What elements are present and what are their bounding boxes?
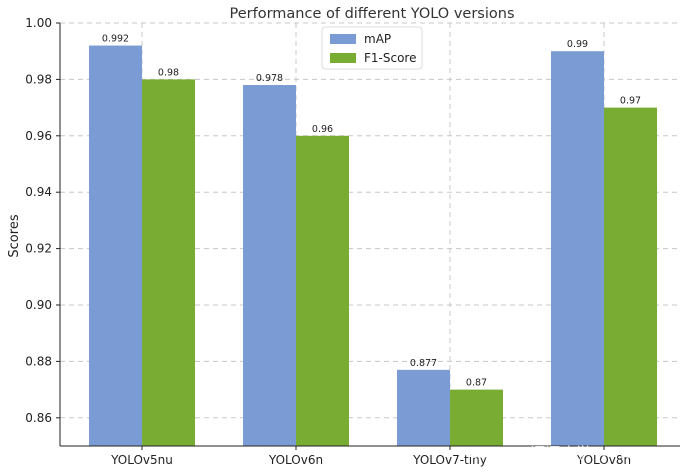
x-tick-label: YOLOv5nu xyxy=(110,453,173,467)
chart-title: Performance of different YOLO versions xyxy=(230,6,515,22)
x-tick-label: YOLOv8n xyxy=(576,453,631,467)
bar-f1-score xyxy=(142,79,195,447)
y-tick-label: 0.90 xyxy=(25,298,52,312)
bars-layer: 0.992 0.978 0.877 0.99 0.98 0.96 0.87 0.97 xyxy=(89,34,657,447)
y-tick-label: 0.88 xyxy=(25,354,52,368)
bar-f1-score xyxy=(296,135,349,447)
bar-f1-score xyxy=(450,389,503,446)
watermark: CSDN @逗逗班学Python xyxy=(468,444,643,462)
bar-map xyxy=(89,45,142,447)
bar-value-label: 0.978 xyxy=(256,73,283,84)
y-tick-label: 0.96 xyxy=(25,129,52,143)
bar-value-label: 0.96 xyxy=(312,124,333,135)
bar-map xyxy=(551,51,604,446)
y-tick-label: 0.98 xyxy=(25,72,52,86)
y-tick-label: 0.92 xyxy=(25,242,52,256)
bar-value-label: 0.97 xyxy=(620,96,641,107)
legend-swatch xyxy=(330,34,356,44)
legend-swatch xyxy=(330,53,356,63)
bar-value-label: 0.992 xyxy=(102,34,129,45)
y-tick-label: 0.86 xyxy=(25,411,52,425)
bar-f1-score xyxy=(604,107,657,446)
bar-value-label: 0.87 xyxy=(466,378,487,389)
bar-map xyxy=(397,369,450,446)
y-tick-label: 1.00 xyxy=(25,16,52,30)
legend: mAP F1-Score xyxy=(321,26,423,70)
x-tick-label: YOLOv7-tiny xyxy=(412,453,487,467)
legend-label: F1-Score xyxy=(364,51,416,65)
x-tick-label: YOLOv6n xyxy=(268,453,323,467)
bar-value-label: 0.877 xyxy=(410,358,437,369)
axes-layer: 0.86 0.88 0.90 0.92 0.94 0.96 0.98 1.00 YOLOv5nu… xyxy=(25,16,680,467)
legend-label: mAP xyxy=(364,32,391,46)
bar-value-label: 0.99 xyxy=(567,39,588,50)
bar-value-label: 0.98 xyxy=(158,67,179,78)
bar-map xyxy=(243,85,296,446)
y-axis-label: Scores xyxy=(7,214,22,257)
y-tick-label: 0.94 xyxy=(25,185,52,199)
